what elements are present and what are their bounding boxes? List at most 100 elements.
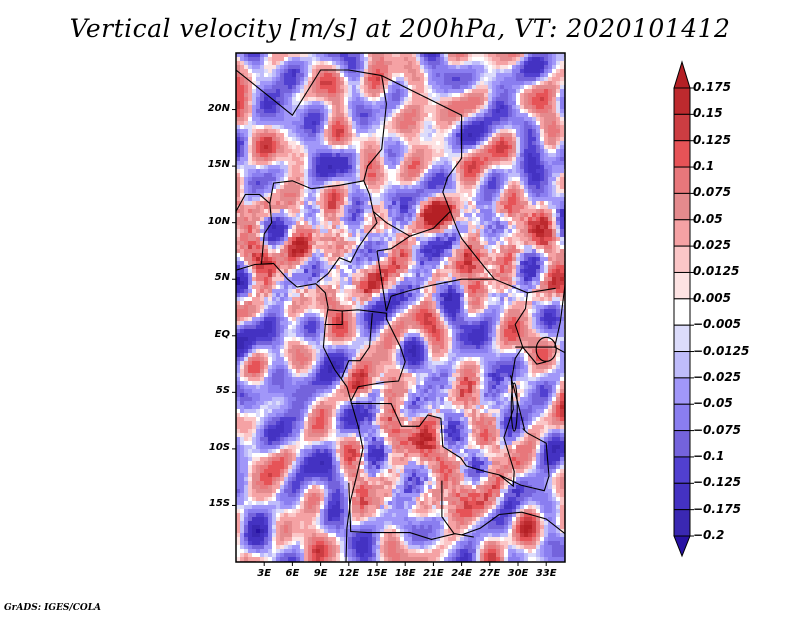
field-cell: [424, 125, 428, 129]
field-cell: [536, 145, 540, 149]
field-cell: [364, 149, 368, 153]
field-cell: [520, 65, 524, 69]
field-cell: [348, 233, 352, 237]
field-cell: [344, 117, 348, 121]
field-cell: [384, 149, 388, 153]
field-cell: [248, 109, 252, 113]
field-cell: [368, 73, 372, 77]
field-cell: [552, 181, 556, 185]
field-cell: [552, 117, 556, 121]
field-cell: [440, 169, 444, 173]
field-cell: [332, 93, 336, 97]
field-cell: [400, 197, 404, 201]
field-cell: [524, 85, 528, 89]
field-cell: [360, 117, 364, 121]
field-cell: [448, 265, 452, 269]
field-cell: [520, 117, 524, 121]
field-cell: [484, 225, 488, 229]
field-cell: [316, 277, 320, 281]
field-cell: [496, 213, 500, 217]
field-cell: [448, 117, 452, 121]
field-cell: [240, 221, 244, 225]
field-cell: [456, 109, 460, 113]
field-cell: [352, 165, 356, 169]
field-cell: [260, 273, 264, 277]
field-cell: [240, 217, 244, 221]
field-cell: [256, 197, 260, 201]
field-cell: [432, 177, 436, 181]
field-cell: [444, 269, 448, 273]
field-cell: [436, 65, 440, 69]
field-cell: [372, 221, 376, 225]
field-cell: [260, 169, 264, 173]
field-cell: [416, 61, 420, 65]
field-cell: [336, 221, 340, 225]
field-cell: [304, 257, 308, 261]
field-cell: [268, 113, 272, 117]
field-cell: [364, 109, 368, 113]
field-cell: [260, 117, 264, 121]
field-cell: [236, 181, 240, 185]
field-cell: [360, 81, 364, 85]
field-cell: [316, 225, 320, 229]
field-cell: [540, 145, 544, 149]
field-cell: [556, 205, 560, 209]
field-cell: [400, 53, 404, 57]
field-cell: [560, 157, 564, 161]
field-cell: [448, 241, 452, 245]
field-cell: [328, 197, 332, 201]
field-cell: [260, 77, 264, 81]
field-cell: [236, 185, 240, 189]
field-cell: [324, 233, 328, 237]
field-cell: [256, 265, 260, 269]
field-cell: [412, 225, 416, 229]
field-cell: [324, 85, 328, 89]
field-cell: [532, 101, 536, 105]
field-cell: [544, 113, 548, 117]
field-cell: [540, 249, 544, 253]
field-cell: [252, 217, 256, 221]
field-cell: [400, 213, 404, 217]
field-cell: [428, 121, 432, 125]
field-cell: [476, 85, 480, 89]
field-cell: [424, 289, 428, 293]
field-cell: [260, 237, 264, 241]
field-cell: [492, 117, 496, 121]
field-cell: [392, 77, 396, 81]
field-cell: [240, 209, 244, 213]
field-cell: [400, 281, 404, 285]
field-cell: [316, 169, 320, 173]
field-cell: [556, 229, 560, 233]
field-cell: [300, 81, 304, 85]
field-cell: [516, 253, 520, 257]
field-cell: [404, 81, 408, 85]
field-cell: [480, 245, 484, 249]
field-cell: [448, 253, 452, 257]
field-cell: [388, 173, 392, 177]
field-cell: [384, 65, 388, 69]
field-cell: [476, 269, 480, 273]
field-cell: [544, 109, 548, 113]
field-cell: [548, 185, 552, 189]
field-cell: [420, 89, 424, 93]
field-cell: [236, 281, 240, 285]
field-cell: [416, 197, 420, 201]
field-cell: [296, 89, 300, 93]
field-cell: [244, 93, 248, 97]
field-cell: [344, 265, 348, 269]
field-cell: [332, 173, 336, 177]
field-cell: [252, 249, 256, 253]
field-cell: [532, 193, 536, 197]
field-cell: [484, 53, 488, 57]
field-cell: [304, 277, 308, 281]
field-cell: [488, 61, 492, 65]
field-cell: [312, 141, 316, 145]
field-cell: [248, 265, 252, 269]
field-cell: [372, 133, 376, 137]
field-cell: [264, 121, 268, 125]
field-cell: [476, 185, 480, 189]
field-cell: [292, 281, 296, 285]
field-cell: [276, 69, 280, 73]
field-cell: [432, 273, 436, 277]
field-cell: [452, 285, 456, 289]
